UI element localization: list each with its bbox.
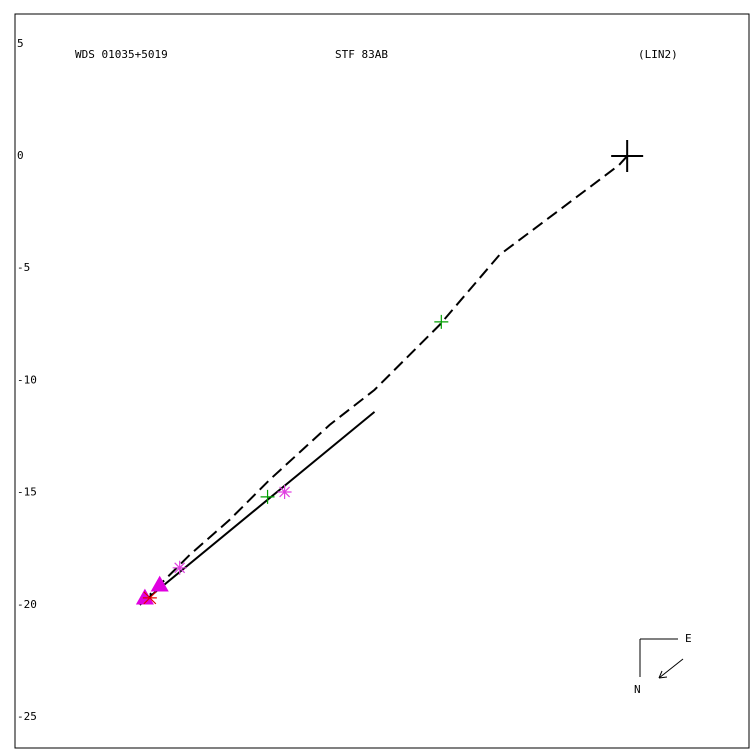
y-tick-label: 5 <box>17 37 24 50</box>
marker-big-plus <box>611 140 644 173</box>
chart-subtitle: STF 83AB <box>335 48 388 61</box>
marker-asterisk <box>277 484 292 499</box>
marker-asterisk <box>172 560 187 575</box>
marker-plus <box>260 489 275 504</box>
motion-line <box>139 411 376 606</box>
chart-title: WDS 01035+5019 <box>75 48 168 61</box>
y-tick-label: -5 <box>17 261 30 274</box>
y-tick-label: 0 <box>17 149 24 162</box>
y-tick-label: -15 <box>17 486 37 499</box>
compass-east: E <box>685 632 692 645</box>
plot-frame <box>14 13 750 749</box>
annotation: (LIN2) <box>638 48 678 61</box>
marker-plus <box>434 314 449 329</box>
compass-arrow <box>658 658 684 679</box>
orbit-line <box>149 155 628 596</box>
y-tick-label: -10 <box>17 373 37 386</box>
marker-triangle <box>150 575 169 592</box>
y-tick-label: -20 <box>17 598 37 611</box>
compass: E N <box>634 632 692 696</box>
marker-star <box>142 591 157 605</box>
y-tick-label: -25 <box>17 710 37 723</box>
compass-north: N <box>634 683 641 696</box>
compass-arrowhead <box>658 670 668 679</box>
